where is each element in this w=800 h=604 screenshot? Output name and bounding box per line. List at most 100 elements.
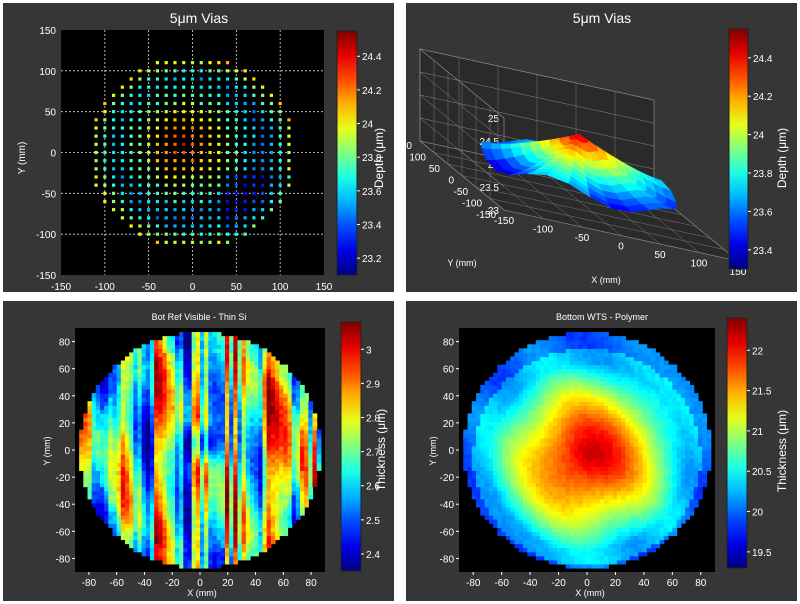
heatmap-cell — [557, 450, 562, 455]
heatmap-cell — [158, 372, 164, 378]
heatmap-cell — [488, 515, 494, 520]
heatmap-cell — [480, 389, 486, 394]
heatmap-cell — [523, 470, 528, 475]
heatmap-cell — [270, 356, 276, 362]
heatmap-cell — [527, 356, 533, 362]
heatmap-cell — [125, 368, 130, 374]
via-point — [147, 85, 151, 89]
via-point — [269, 208, 273, 212]
heatmap-cell — [129, 539, 134, 545]
via-point — [129, 183, 133, 187]
heatmap-cell — [175, 515, 180, 520]
via-point — [190, 216, 195, 220]
heatmap-cell — [125, 515, 130, 520]
via-point — [129, 175, 133, 179]
heatmap-cell — [229, 482, 234, 488]
heatmap-cell — [287, 384, 293, 390]
heatmap-cell — [493, 437, 498, 443]
heatmap-cell — [514, 511, 520, 516]
heatmap-cell — [540, 364, 545, 370]
heatmap-cell — [162, 417, 168, 423]
heatmap-cell — [241, 494, 247, 500]
heatmap-cell — [212, 498, 218, 504]
heatmap-cell — [283, 421, 289, 427]
heatmap-cell — [497, 519, 503, 524]
heatmap-cell — [304, 433, 309, 439]
heatmap-cell — [79, 429, 84, 435]
heatmap-cell — [216, 340, 222, 345]
heatmap-cell — [587, 352, 592, 358]
heatmap-cell — [258, 368, 264, 374]
heatmap-cell — [587, 348, 592, 353]
heatmap-cell — [95, 425, 101, 431]
heatmap-cell — [241, 454, 247, 459]
heatmap-cell — [552, 344, 558, 349]
heatmap-cell — [208, 352, 214, 358]
heatmap-cell — [150, 340, 155, 345]
heatmap-cell — [544, 372, 550, 378]
heatmap-cell — [582, 376, 588, 382]
y-axis-label: Y (mm) — [428, 436, 438, 465]
heatmap-cell — [501, 466, 507, 471]
heatmap-cell — [561, 336, 567, 341]
heatmap-cell — [316, 433, 322, 439]
y-tick-label: 150 — [39, 26, 56, 37]
heatmap-cell — [254, 527, 259, 532]
heatmap-cell — [187, 340, 193, 345]
heatmap-cell — [561, 519, 567, 524]
via-point — [225, 134, 230, 138]
via-point — [147, 167, 151, 171]
heatmap-cell — [145, 360, 151, 366]
heatmap-cell — [262, 506, 268, 512]
heatmap-cell — [112, 384, 118, 390]
heatmap-cell — [83, 470, 89, 475]
heatmap-cell — [587, 494, 592, 500]
heatmap-cell — [578, 380, 584, 386]
heatmap-cell — [275, 462, 280, 467]
heatmap-cell — [552, 450, 558, 455]
heatmap-cell — [133, 413, 139, 419]
heatmap-cell — [258, 543, 264, 549]
heatmap-cell — [150, 527, 155, 532]
heatmap-cell — [540, 543, 545, 549]
heatmap-cell — [166, 376, 172, 382]
heatmap-cell — [497, 498, 503, 504]
heatmap-cell — [544, 356, 550, 362]
heatmap-cell — [295, 393, 301, 398]
heatmap-cell — [312, 450, 318, 455]
heatmap-cell — [497, 372, 503, 378]
heatmap-cell — [561, 535, 567, 541]
heatmap-cell — [535, 360, 541, 366]
via-point — [164, 142, 168, 146]
heatmap-cell — [183, 502, 189, 508]
heatmap-cell — [287, 445, 293, 451]
heatmap-cell — [531, 478, 537, 484]
heatmap-cell — [129, 531, 134, 536]
y-tick-label: 150 — [406, 141, 412, 152]
x-tick-label: -100 — [533, 225, 553, 236]
heatmap-cell — [544, 523, 550, 528]
heatmap-cell — [275, 519, 280, 524]
heatmap-cell — [523, 450, 528, 455]
via-point — [208, 134, 212, 138]
heatmap-cell — [237, 352, 243, 358]
heatmap-cell — [476, 401, 481, 406]
heatmap-cell — [100, 421, 105, 427]
heatmap-cell — [505, 372, 511, 378]
heatmap-cell — [250, 551, 255, 557]
heatmap-cell — [578, 340, 584, 345]
heatmap-cell — [225, 531, 230, 536]
via-point — [234, 175, 238, 179]
heatmap-cell — [220, 417, 226, 423]
heatmap-cell — [241, 405, 247, 410]
heatmap-cell — [212, 437, 218, 443]
heatmap-cell — [467, 466, 473, 471]
heatmap-cell — [540, 417, 545, 423]
heatmap-cell — [557, 441, 562, 447]
heatmap-cell — [488, 506, 494, 512]
via-point — [173, 85, 177, 89]
heatmap-cell — [561, 511, 567, 516]
heatmap-cell — [527, 494, 533, 500]
heatmap-cell — [587, 360, 592, 366]
heatmap-cell — [79, 458, 84, 463]
